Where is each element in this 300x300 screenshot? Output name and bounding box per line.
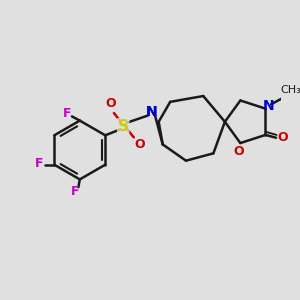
Text: F: F bbox=[35, 157, 43, 170]
Text: F: F bbox=[63, 107, 71, 120]
Text: O: O bbox=[135, 138, 145, 151]
Text: O: O bbox=[234, 145, 244, 158]
Text: CH₃: CH₃ bbox=[280, 85, 300, 95]
Text: O: O bbox=[105, 97, 116, 110]
Text: N: N bbox=[146, 105, 157, 119]
Text: N: N bbox=[146, 105, 157, 119]
Text: N: N bbox=[262, 99, 274, 113]
Text: S: S bbox=[118, 119, 129, 134]
Text: F: F bbox=[71, 185, 80, 199]
Text: O: O bbox=[277, 131, 287, 144]
